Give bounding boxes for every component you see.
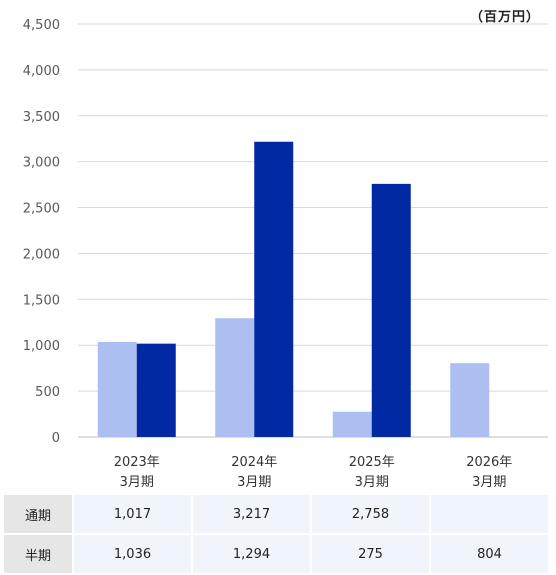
- bar-half: [97, 341, 137, 437]
- y-tick-label: 500: [35, 385, 60, 400]
- table-cell: 1,294: [191, 534, 311, 575]
- data-table: 通期 1,017 3,217 2,758 半期 1,036 1,294 275 …: [4, 495, 548, 575]
- bar-chart: 0 500 1,000 1,500 2,000 2,500 3,000 3,500 4,000 4…: [23, 18, 548, 490]
- x-tick-label: 2023年: [114, 455, 160, 470]
- y-tick-label: 3,500: [23, 110, 60, 125]
- x-tick-label: 2026年: [466, 455, 512, 470]
- table-cell: 2,758: [310, 495, 430, 535]
- x-tick-label: 3月期: [472, 475, 506, 490]
- table-cell: 804: [429, 534, 548, 575]
- bar-half: [215, 318, 255, 437]
- bar-annual: [371, 183, 411, 437]
- bar-annual: [136, 343, 176, 437]
- table-row-half: 半期 1,036 1,294 275 804: [4, 534, 548, 575]
- table-cell: 1,017: [72, 495, 192, 535]
- y-tick-label: 1,000: [23, 339, 60, 354]
- table-cell: 1,036: [72, 534, 192, 575]
- y-tick-label: 0: [52, 431, 60, 446]
- table-cell: 275: [310, 534, 430, 575]
- x-tick-label: 2024年: [231, 455, 277, 470]
- bar-annual: [254, 141, 294, 437]
- y-tick-label: 2,500: [23, 202, 60, 217]
- table-row-annual: 通期 1,017 3,217 2,758: [4, 495, 548, 535]
- x-tick-label: 3月期: [355, 475, 389, 490]
- bar-half: [450, 363, 490, 437]
- x-tick-label: 2025年: [349, 455, 395, 470]
- y-tick-label: 4,500: [23, 18, 60, 33]
- table-cell: [429, 495, 548, 535]
- unit-label: （百万円）: [469, 10, 540, 25]
- bar-half: [332, 411, 372, 437]
- y-tick-label: 4,000: [23, 64, 60, 79]
- row-header-annual: 通期: [4, 495, 73, 535]
- x-tick-label: 3月期: [120, 475, 154, 490]
- table-cell: 3,217: [191, 495, 311, 535]
- y-tick-label: 2,000: [23, 247, 60, 262]
- y-tick-label: 1,500: [23, 293, 60, 308]
- y-tick-label: 3,000: [23, 156, 60, 171]
- row-header-half: 半期: [4, 534, 73, 575]
- x-tick-label: 3月期: [237, 475, 271, 490]
